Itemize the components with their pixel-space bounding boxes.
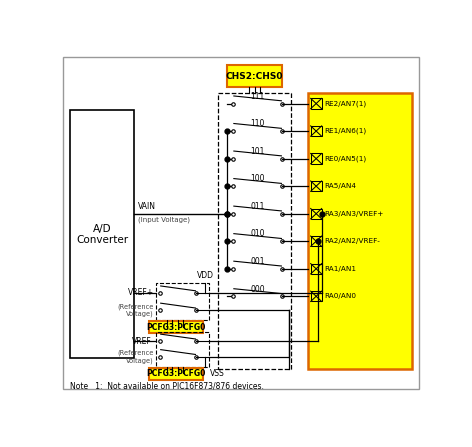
- Text: VREF+: VREF+: [128, 288, 154, 297]
- Text: RE0/AN5(1): RE0/AN5(1): [324, 156, 366, 162]
- Text: RE2/AN7(1): RE2/AN7(1): [324, 100, 366, 107]
- Text: 001: 001: [250, 257, 265, 266]
- Text: 111: 111: [250, 92, 265, 101]
- Bar: [311, 208, 321, 219]
- Bar: [156, 333, 209, 367]
- Text: VSS: VSS: [210, 369, 225, 378]
- Text: RA2/AN2/VREF-: RA2/AN2/VREF-: [324, 238, 379, 244]
- Text: RA3/AN3/VREF+: RA3/AN3/VREF+: [324, 211, 383, 217]
- Text: RA5/AN4: RA5/AN4: [324, 183, 356, 189]
- Bar: [311, 291, 321, 301]
- Text: 101: 101: [250, 147, 265, 156]
- Text: (Input Voltage): (Input Voltage): [138, 216, 190, 223]
- Bar: [149, 321, 203, 333]
- Text: RA1/AN1: RA1/AN1: [324, 266, 356, 272]
- Bar: [218, 93, 291, 369]
- Text: VDD: VDD: [197, 271, 214, 280]
- Bar: [228, 65, 282, 87]
- Bar: [70, 110, 134, 358]
- Text: RA0/AN0: RA0/AN0: [324, 293, 356, 299]
- Text: A/D
Converter: A/D Converter: [76, 224, 128, 245]
- Bar: [311, 264, 321, 274]
- Bar: [311, 181, 321, 191]
- Text: 010: 010: [250, 229, 265, 238]
- Bar: [311, 126, 321, 136]
- Bar: [311, 236, 321, 246]
- Text: 110: 110: [250, 119, 265, 128]
- Bar: [149, 367, 203, 380]
- Text: VREF-: VREF-: [132, 337, 154, 346]
- Bar: [311, 98, 321, 109]
- Bar: [156, 283, 209, 320]
- Text: PCFG3:PCFG0: PCFG3:PCFG0: [146, 369, 206, 378]
- Text: Note   1:  Not available on PIC16F873/876 devices.: Note 1: Not available on PIC16F873/876 d…: [70, 382, 264, 391]
- Text: CHS2:CHS0: CHS2:CHS0: [226, 72, 284, 80]
- Text: VAIN: VAIN: [138, 202, 156, 211]
- Text: (Reference
Voltage): (Reference Voltage): [118, 303, 154, 317]
- Text: 000: 000: [250, 285, 265, 294]
- Bar: [308, 93, 412, 369]
- Text: 100: 100: [250, 174, 265, 183]
- Text: 011: 011: [250, 202, 265, 211]
- Text: PCFG3:PCFG0: PCFG3:PCFG0: [146, 323, 206, 332]
- Text: RE1/AN6(1): RE1/AN6(1): [324, 128, 366, 135]
- Bar: [311, 153, 321, 164]
- Text: (Reference
Voltage): (Reference Voltage): [118, 350, 154, 363]
